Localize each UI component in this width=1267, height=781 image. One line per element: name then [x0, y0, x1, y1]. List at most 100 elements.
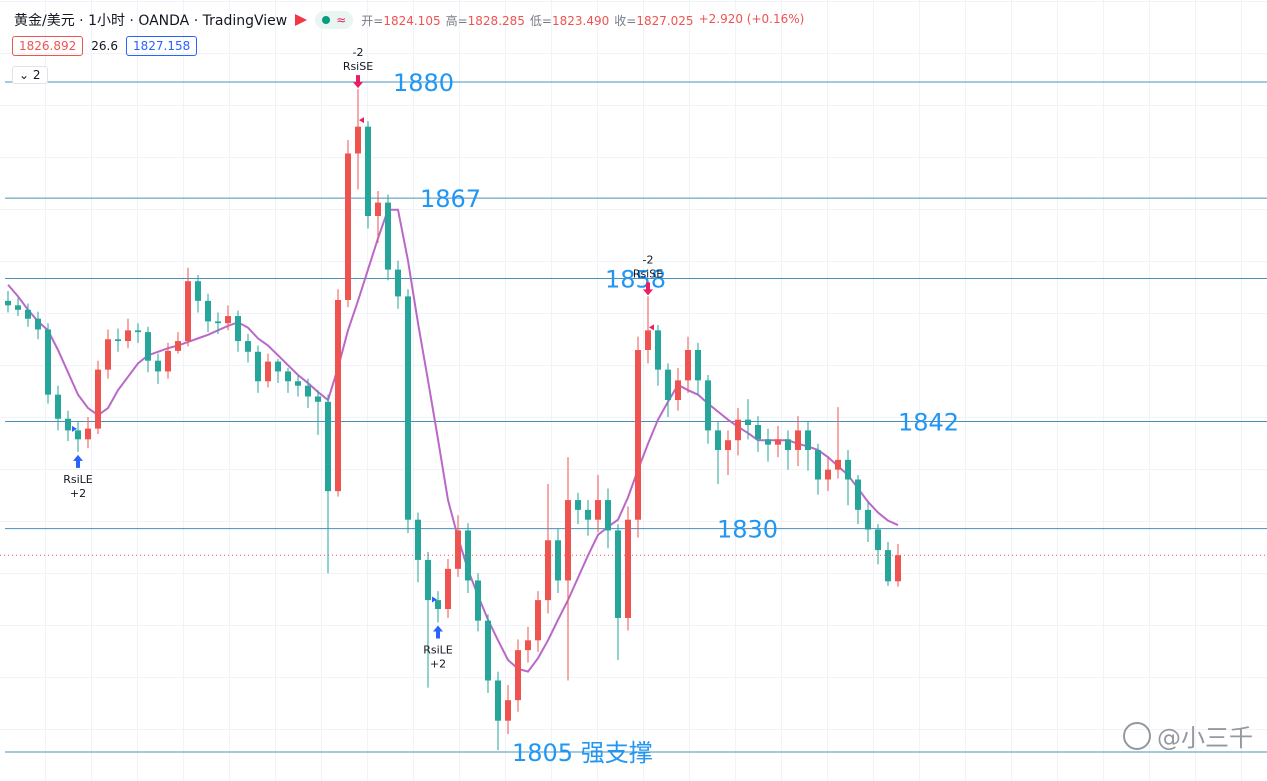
candle-body	[895, 555, 901, 582]
candle-body	[125, 330, 131, 342]
signal-arrow	[433, 625, 443, 639]
candle-body	[55, 394, 61, 419]
candle-body	[815, 450, 821, 480]
candle-body	[135, 330, 141, 333]
flag-icon[interactable]	[295, 14, 308, 26]
ask[interactable]: 1827.158	[125, 36, 198, 56]
candle-body	[775, 439, 781, 445]
indicator-count: 2	[32, 68, 41, 82]
signal-arrow	[643, 282, 653, 296]
signal-marker	[649, 324, 654, 331]
header: 黄金/美元 · 1小时 · OANDA · TradingView ≈ 开=18…	[14, 10, 804, 30]
signal-name: RsiLE	[423, 643, 453, 656]
value: 1827.025	[636, 13, 694, 28]
signal-qty: +2	[70, 487, 86, 500]
candle-body	[665, 369, 671, 401]
candle-body	[645, 330, 651, 350]
ohlc: 开=1824.105 高=1828.285 低=1823.490 收=1827.…	[361, 12, 804, 29]
candle-body	[425, 559, 431, 601]
quote-row: 1826.892 26.6 1827.158	[12, 36, 198, 56]
label: 收=	[614, 13, 637, 28]
candle-body	[525, 640, 531, 651]
candle-body	[845, 459, 851, 480]
candle-body	[115, 339, 121, 342]
ohlc-close: 收=1827.025	[614, 12, 693, 29]
candle-body	[45, 329, 51, 395]
candle-body	[855, 479, 861, 510]
bid[interactable]: 1826.892	[12, 36, 84, 56]
change: +2.920 (+0.16%)	[698, 11, 805, 26]
level-label: 1858	[605, 266, 666, 294]
signal-arrow	[73, 454, 83, 468]
label: 高=	[445, 13, 468, 28]
candle-body	[695, 349, 701, 381]
label: 低=	[529, 13, 552, 28]
candle-body	[505, 700, 511, 721]
candle-body	[335, 299, 341, 492]
candle-body	[25, 309, 31, 319]
indicator-toggle[interactable]: ⌄ 2	[12, 66, 48, 84]
candle-body	[605, 500, 611, 531]
ohlc-open: 开=1824.105	[361, 12, 440, 29]
candle-body	[155, 360, 161, 372]
candle-body	[255, 351, 261, 382]
spread: 26.6	[91, 39, 118, 53]
status-icon: ≈	[336, 13, 347, 27]
candle-body	[545, 540, 551, 601]
candle-body	[575, 500, 581, 510]
candle-body	[685, 349, 691, 381]
candle-body	[105, 339, 111, 370]
candle-body	[275, 361, 281, 372]
signal-marker	[72, 425, 77, 432]
candle-body	[215, 321, 221, 324]
candle-body	[5, 300, 11, 306]
candle-body	[225, 316, 231, 324]
candle-body	[15, 305, 21, 310]
candle-body	[615, 530, 621, 618]
candle-body	[445, 568, 451, 610]
level-label: 1867	[420, 185, 481, 213]
candle-body	[825, 469, 831, 480]
candle-body	[555, 540, 561, 581]
ohlc-high: 高=1828.285	[446, 12, 525, 29]
candle-body	[595, 500, 601, 520]
candle-body	[655, 330, 661, 370]
candle-body	[785, 439, 791, 451]
candle-body	[195, 281, 201, 301]
candle-body	[305, 385, 311, 397]
candle-body	[515, 650, 521, 701]
candle-body	[95, 369, 101, 429]
candle-body	[145, 332, 151, 361]
status-pill[interactable]: ≈	[315, 11, 354, 29]
candle-body	[365, 126, 371, 216]
candle-body	[205, 300, 211, 322]
candle-body	[345, 153, 351, 300]
candle-body	[295, 381, 301, 386]
candle-body	[235, 316, 241, 342]
watermark: @小三千	[1123, 718, 1253, 753]
candle-body	[675, 380, 681, 401]
candle-body	[835, 459, 841, 470]
candle-body	[885, 550, 891, 582]
level-label: 1880	[393, 69, 454, 97]
value: 1824.105	[383, 13, 441, 28]
value: 1828.285	[467, 13, 525, 28]
candle-body	[75, 430, 81, 440]
candle-body	[185, 281, 191, 342]
candle-body	[385, 202, 391, 270]
signal-marker	[432, 596, 437, 603]
candle-body	[765, 439, 771, 445]
candle-body	[325, 401, 331, 492]
watermark-text: @小三千	[1157, 724, 1253, 752]
signal-name: RsiSE	[633, 267, 663, 280]
signal-qty: +2	[430, 657, 446, 670]
candle-body	[85, 428, 91, 440]
candle-body	[735, 419, 741, 441]
candle-body	[535, 600, 541, 641]
candle-body	[805, 430, 811, 451]
candle-body	[495, 680, 501, 721]
candle-body	[285, 371, 291, 382]
signal-qty: -2	[643, 253, 654, 266]
watermark-logo	[1123, 721, 1151, 750]
ohlc-low: 低=1823.490	[530, 12, 609, 29]
